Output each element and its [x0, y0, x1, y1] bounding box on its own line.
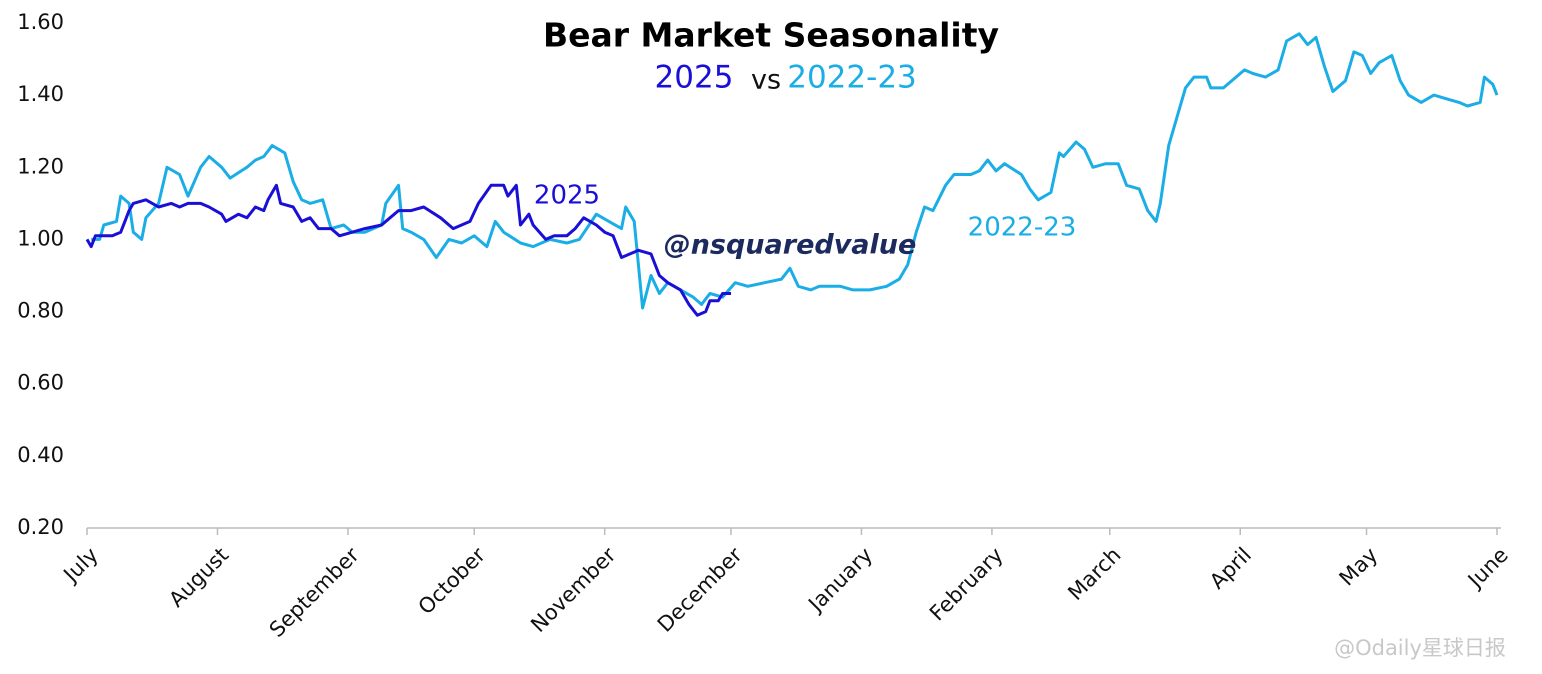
- annotation: 2025: [534, 181, 600, 211]
- y-tick-label: 1.00: [17, 226, 64, 250]
- series-line: [91, 32, 1499, 310]
- x-tick-label: August: [164, 543, 233, 612]
- chart-title: Bear Market Seasonality: [543, 16, 999, 55]
- y-tick-label: 0.40: [17, 443, 64, 467]
- annotation: @Odaily星球日报: [1334, 636, 1506, 660]
- subtitle-series: 2022-23: [787, 60, 917, 96]
- annotation: 2022-23: [968, 213, 1077, 243]
- series-line: [85, 183, 731, 317]
- x-tick-label: May: [1335, 543, 1383, 591]
- x-tick-label: July: [58, 543, 103, 588]
- y-tick-label: 1.40: [17, 82, 64, 106]
- x-tick-label: April: [1205, 543, 1256, 594]
- x-tick-label: June: [1462, 543, 1513, 594]
- x-tick-label: October: [414, 543, 491, 620]
- x-tick-label: December: [653, 543, 747, 637]
- subtitle-series: 2025: [655, 60, 734, 96]
- x-tick-label: September: [265, 543, 364, 642]
- y-tick-label: 0.20: [17, 515, 64, 539]
- y-tick-label: 0.60: [17, 371, 64, 395]
- x-tick-label: March: [1063, 543, 1125, 605]
- x-tick-label: February: [925, 543, 1008, 626]
- y-tick-label: 1.60: [17, 10, 64, 34]
- y-tick-label: 1.20: [17, 154, 64, 178]
- x-tick-label: November: [526, 543, 620, 637]
- y-tick-label: 0.80: [17, 299, 64, 323]
- subtitle-connector: vs: [751, 65, 781, 96]
- annotation: @nsquaredvalue: [664, 230, 917, 261]
- x-tick-label: January: [803, 543, 878, 618]
